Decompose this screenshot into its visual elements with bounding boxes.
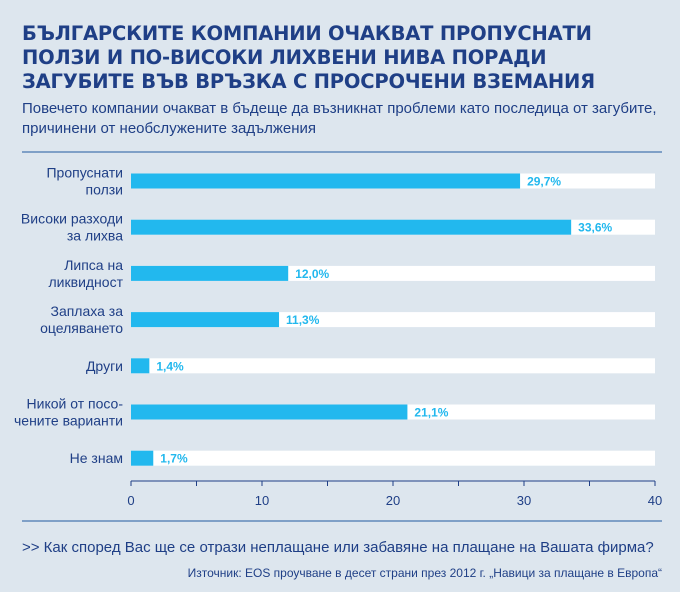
category-label: ползи — [86, 182, 123, 198]
bar-value-label: 1,7% — [160, 452, 188, 466]
bar — [131, 450, 154, 466]
chart-subtitle: Повечето компании очакват в бъдеще да въ… — [22, 100, 657, 137]
x-tick-label: 40 — [648, 493, 662, 508]
bar-value-label: 29,7% — [527, 175, 561, 189]
bar — [131, 358, 150, 374]
x-tick-label: 20 — [386, 493, 400, 508]
category-label: Липса на — [64, 257, 123, 273]
bar — [131, 312, 280, 328]
survey-question: >> Как според Вас ще се отрази неплащане… — [22, 539, 654, 556]
category-label: оцеляването — [40, 320, 123, 336]
bar-value-label: 12,0% — [295, 267, 329, 281]
x-tick-label: 30 — [517, 493, 531, 508]
category-label: Пропуснати — [46, 165, 123, 181]
bar-value-label: 1,4% — [156, 359, 184, 373]
bottom-divider — [22, 520, 662, 522]
category-label: чените варианти — [14, 413, 123, 429]
chart-title: БЪЛГАРСКИТЕ КОМПАНИИ ОЧАКВАТ ПРОПУСНАТИ … — [22, 22, 595, 93]
bar — [131, 219, 572, 235]
category-label: Други — [86, 358, 123, 374]
bar — [131, 404, 408, 420]
bar-value-label: 21,1% — [414, 406, 448, 420]
source-note: Източник: EOS проучване в десет страни п… — [187, 566, 662, 580]
category-label: Никой от посо- — [27, 396, 124, 412]
bar — [131, 173, 521, 189]
bar-track — [131, 450, 655, 466]
category-label: Не знам — [70, 450, 123, 466]
category-label: ликвидност — [49, 274, 124, 290]
bar-value-label: 11,3% — [286, 313, 320, 327]
category-label: Високи разходи — [21, 211, 123, 227]
bar-value-label: 33,6% — [578, 221, 612, 235]
category-label: Заплаха за — [50, 303, 123, 319]
x-tick-label: 10 — [255, 493, 269, 508]
top-divider — [22, 151, 662, 153]
category-label: за лихва — [67, 228, 123, 244]
bar — [131, 265, 289, 281]
x-tick-label: 0 — [127, 493, 134, 508]
bar-track — [131, 358, 655, 374]
